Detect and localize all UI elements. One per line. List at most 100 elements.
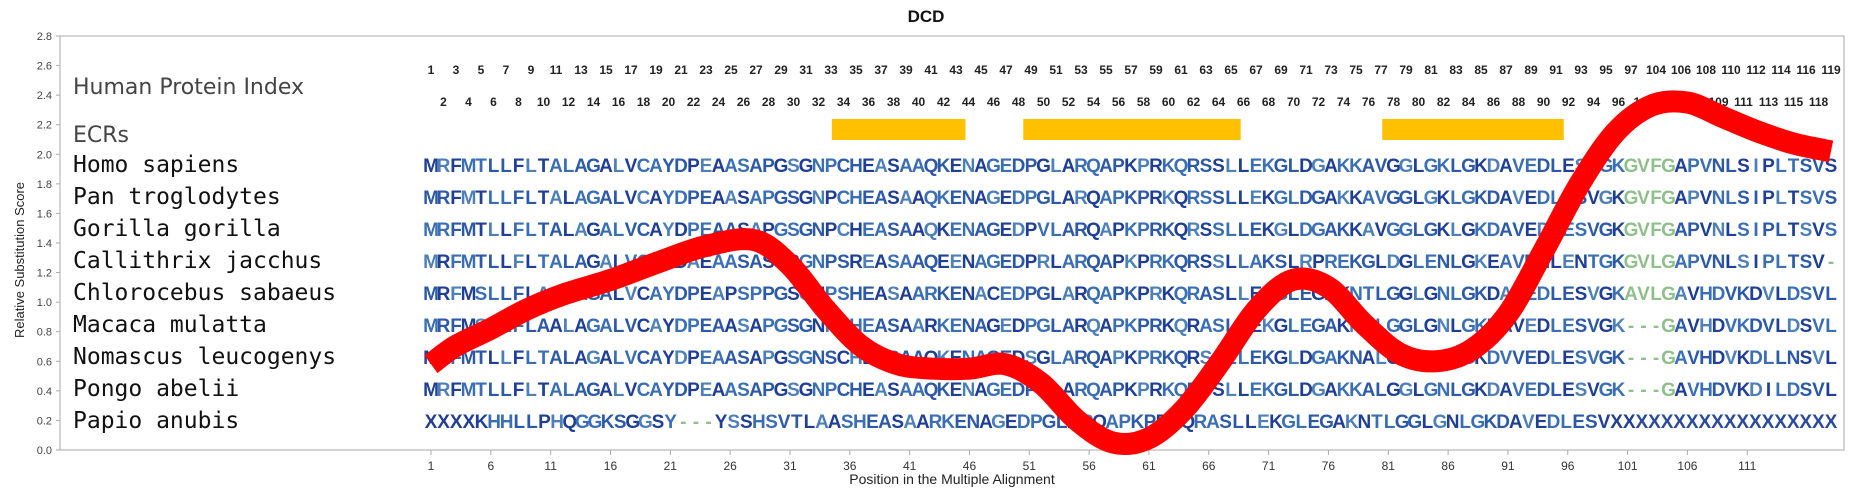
residue: S [737,284,750,305]
residue: P [825,380,838,401]
residue: G [1599,348,1614,369]
residue: R [1149,188,1163,209]
residue: P [1112,188,1125,209]
residue: G [1424,380,1439,401]
residue: L [1650,252,1662,273]
residue: V [1687,380,1700,401]
residue: L [1725,188,1737,209]
residue: F [1650,220,1662,241]
residue: E [700,380,713,401]
residue: L [1225,252,1237,273]
residue: M [461,220,477,241]
residue: L [1725,220,1737,241]
residue: P [1762,188,1775,209]
human-index-number: 24 [712,95,726,109]
residue: K [1262,316,1276,337]
human-index-number: 50 [1037,95,1051,109]
residue: G [774,316,789,337]
residue: V [1725,284,1738,305]
residue: N [1712,220,1726,241]
residue: K [1124,348,1138,369]
residue: L [1775,156,1787,177]
residue: A [599,188,613,209]
residue: K [1612,156,1626,177]
residue: Q [1174,156,1189,177]
y-tick-label: 2.4 [37,90,52,102]
residue: E [954,412,967,433]
residue: S [737,380,750,401]
residue: A [649,348,663,369]
residue: K [1269,412,1283,433]
x-tick-label: 26 [723,459,737,473]
residue: V [625,348,638,369]
residue: S [1575,380,1588,401]
residue: A [1674,252,1688,273]
residue: - [1640,316,1646,337]
ecr-bar [1023,119,1241,140]
residue: G [774,284,789,305]
residue: N [1437,284,1451,305]
human-index-number: 43 [949,63,963,77]
chart-title: DCD [908,7,945,26]
residue: L [1413,156,1425,177]
residue: K [937,156,951,177]
species-name: Macaca mulatta [73,312,267,338]
residue: S [727,412,740,433]
residue: E [1005,412,1018,433]
residue: V [1687,316,1700,337]
residue: G [799,156,814,177]
y-tick-label: 1.4 [37,238,52,250]
residue: K [1337,156,1351,177]
residue: S [787,156,800,177]
residue: C [637,156,651,177]
residue: L [563,380,575,401]
human-index-number: 10 [537,95,551,109]
residue: G [1386,284,1401,305]
residue: M [423,380,439,401]
human-index-number: 4 [465,95,472,109]
residue: H [849,220,863,241]
human-index-number: 71 [1299,63,1313,77]
residue: P [750,284,763,305]
residue: S [1825,220,1838,241]
residue: T [475,348,487,369]
human-index-number: 15 [599,63,613,77]
residue: A [1674,156,1688,177]
residue: Q [1174,220,1189,241]
human-index-number: 96 [1612,95,1626,109]
residue: L [1288,156,1300,177]
residue: E [1525,316,1538,337]
residue: G [774,220,789,241]
residue: V [1637,252,1650,273]
residue: A [912,220,926,241]
human-index-number: 118 [1809,95,1829,109]
residue: - [1653,380,1659,401]
residue: N [962,380,976,401]
residue: A [749,252,763,273]
residue: S [787,316,800,337]
residue: L [1295,412,1307,433]
residue: D [1012,220,1026,241]
residue: T [791,412,803,433]
residue: L [525,380,537,401]
residue: V [1512,188,1525,209]
residue: A [549,252,563,273]
residue: K [1337,380,1351,401]
residue: G [1661,316,1676,337]
residue: A [712,156,726,177]
residue: D [1487,348,1501,369]
residue: E [950,284,963,305]
residue: D [1787,316,1801,337]
human-index-number: 70 [1287,95,1301,109]
residue: D [1787,380,1801,401]
residue: D [1496,412,1510,433]
residue: E [862,220,875,241]
species-name: Pan troglodytes [73,184,281,210]
residue: N [1437,252,1451,273]
residue: D [1299,348,1313,369]
residue: A [724,380,738,401]
residue: A [1624,284,1638,305]
residue: R [1194,412,1208,433]
residue: V [1587,348,1600,369]
residue: A [1199,316,1213,337]
